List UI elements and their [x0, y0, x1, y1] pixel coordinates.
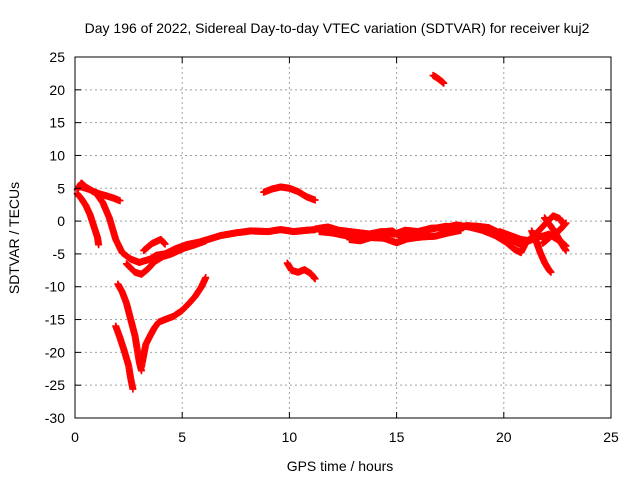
- series-arc-2: [73, 190, 103, 249]
- data-point: [562, 219, 570, 227]
- series-arc-3: [77, 183, 319, 266]
- x-tick-label: 5: [178, 429, 186, 445]
- data-point: [440, 79, 448, 87]
- series-arc-6: [114, 280, 145, 375]
- y-tick-label: 20: [49, 82, 65, 98]
- y-tick-label: -30: [45, 410, 65, 426]
- series-arc-16: [528, 227, 555, 276]
- y-tick-label: -25: [45, 377, 65, 393]
- data-point: [202, 274, 210, 282]
- y-tick-label: 15: [49, 115, 65, 131]
- data-points: [73, 71, 570, 393]
- y-axis-label: SDTVAR / TECUs: [6, 182, 22, 294]
- x-tick-label: 0: [71, 429, 79, 445]
- y-tick-label: 5: [57, 180, 65, 196]
- series-arc-13: [315, 221, 529, 257]
- series-arc-7: [112, 322, 137, 393]
- x-axis-label: GPS time / hours: [287, 458, 394, 474]
- plot-frame: [74, 56, 612, 419]
- data-point: [311, 275, 319, 283]
- series-arc-11: [429, 71, 448, 87]
- series-arc-5: [140, 235, 169, 255]
- x-tick-label: 20: [496, 429, 512, 445]
- series-arc-4: [122, 237, 210, 278]
- y-tick-label: -10: [45, 279, 65, 295]
- y-tick-label: -15: [45, 312, 65, 328]
- series-arc-9: [260, 183, 319, 204]
- data-point: [311, 196, 319, 204]
- data-point: [202, 237, 210, 245]
- y-tick-label: -5: [53, 246, 66, 262]
- x-tick-label: 15: [389, 429, 405, 445]
- y-tick-label: 25: [49, 49, 65, 65]
- y-tick-label: 10: [49, 147, 65, 163]
- y-tick-label: 0: [57, 213, 65, 229]
- x-tick-label: 25: [603, 429, 619, 445]
- series-arc-8: [137, 274, 210, 371]
- series-arc-18: [538, 219, 570, 247]
- axis-ticks: [74, 56, 612, 419]
- chart-title: Day 196 of 2022, Sidereal Day-to-day VTE…: [85, 20, 590, 36]
- x-tick-label: 10: [282, 429, 298, 445]
- series-arc-10: [283, 259, 319, 283]
- data-point: [161, 240, 169, 248]
- data-point: [129, 385, 137, 393]
- series-arc-14: [345, 226, 465, 247]
- data-point: [95, 241, 103, 249]
- data-point: [457, 226, 465, 234]
- data-point: [116, 197, 124, 205]
- y-tick-label: -20: [45, 344, 65, 360]
- axis-tick-labels: 0 5 10 15 20 25 -30 -25 -20 -15 -10 -5 0 5 10 15 20 25: [45, 49, 619, 445]
- data-point: [547, 268, 555, 276]
- data-point: [562, 247, 570, 255]
